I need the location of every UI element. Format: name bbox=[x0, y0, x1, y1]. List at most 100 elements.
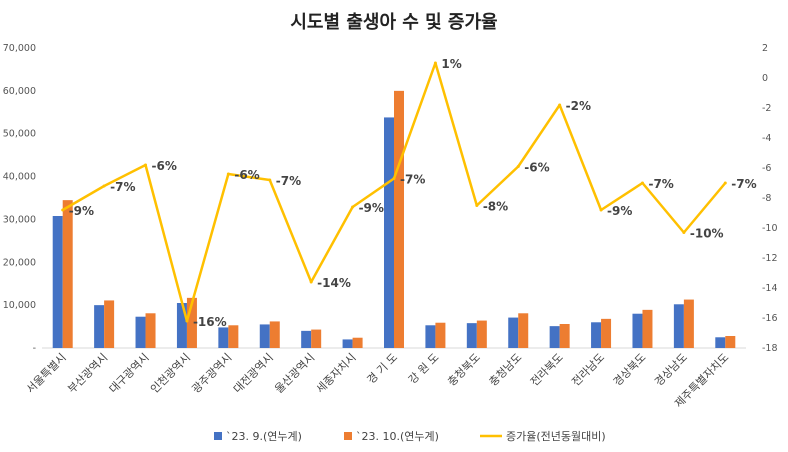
bar-sep bbox=[466, 323, 477, 348]
y-right-tick-label: -18 bbox=[762, 343, 778, 354]
bar-sep bbox=[135, 316, 146, 348]
growth-point bbox=[392, 177, 396, 180]
bar-sep bbox=[301, 330, 312, 348]
bar-oct bbox=[394, 90, 404, 348]
bar-oct bbox=[228, 325, 239, 348]
growth-data-label: -6% bbox=[524, 161, 549, 175]
category-label: 전라북도 bbox=[528, 351, 566, 389]
category-label: 경상남도 bbox=[652, 351, 690, 389]
bar-sep bbox=[508, 317, 519, 348]
legend-swatch bbox=[214, 432, 222, 440]
bar-oct bbox=[352, 337, 363, 348]
bar-sep bbox=[384, 117, 394, 348]
y-left-tick-label: 20,000 bbox=[3, 257, 36, 268]
bar-oct bbox=[186, 297, 197, 348]
bar-sep bbox=[342, 339, 353, 348]
y-left-tick-label: 30,000 bbox=[3, 214, 36, 225]
category-label: 대전광역시 bbox=[231, 351, 276, 396]
y-right-tick-label: -4 bbox=[762, 133, 771, 144]
axes: - 10,000 20,000 30,000 40,000 50,000 60,000 70,… bbox=[3, 43, 778, 354]
bar-sep bbox=[52, 216, 63, 348]
growth-data-label: -16% bbox=[193, 315, 227, 329]
data-labels: -9% -7% -6% -16% -6% -7% -14% -9% -7% 1% -8% -6% -2%… bbox=[69, 57, 757, 329]
bars bbox=[52, 90, 736, 348]
y-right-tick-label: -10 bbox=[762, 223, 778, 234]
y-right-tick-label: -2 bbox=[762, 103, 771, 114]
bar-sep bbox=[673, 304, 684, 348]
growth-point bbox=[640, 181, 644, 185]
y-left-tick-label: - bbox=[33, 343, 36, 354]
bar-sep bbox=[632, 313, 643, 348]
bar-sep bbox=[176, 303, 187, 348]
category-labels: 서울특별시부산광역시대구광역시인천광역시광주광역시대전광역시울산광역시세종자치시… bbox=[24, 350, 732, 410]
bar-sep bbox=[94, 305, 105, 348]
growth-data-label: -7% bbox=[400, 173, 425, 187]
category-label: 서울특별시 bbox=[24, 351, 69, 396]
growth-data-label: -9% bbox=[607, 204, 632, 218]
category-label: 전라남도 bbox=[569, 351, 607, 389]
bar-oct bbox=[62, 200, 73, 348]
bar-oct bbox=[559, 324, 570, 348]
growth-point bbox=[102, 184, 106, 188]
y-right-tick-label: 2 bbox=[762, 43, 768, 54]
y-left-tick-label: 10,000 bbox=[3, 300, 36, 311]
bar-sep bbox=[549, 326, 560, 348]
chart-title: 시도별 출생아 수 및 증가율 bbox=[290, 12, 497, 33]
growth-data-label: -10% bbox=[690, 227, 724, 241]
y-left-tick-label: 40,000 bbox=[3, 172, 36, 183]
category-label: 충청남도 bbox=[487, 351, 525, 389]
growth-point bbox=[351, 205, 355, 209]
category-label: 울산광역시 bbox=[272, 351, 317, 396]
growth-data-label: -8% bbox=[483, 200, 508, 214]
growth-point bbox=[268, 178, 272, 182]
growth-data-label: -2% bbox=[566, 99, 591, 113]
bar-sep bbox=[715, 337, 726, 348]
growth-data-label: -7% bbox=[731, 177, 756, 191]
category-label: 강 원 도 bbox=[406, 351, 442, 387]
bar-oct bbox=[601, 318, 612, 348]
bar-sep bbox=[591, 322, 602, 348]
bar-sep bbox=[259, 324, 270, 348]
y-right-tick-label: -6 bbox=[762, 163, 771, 174]
legend-label: `23. 10.(연누계) bbox=[356, 430, 439, 443]
growth-point bbox=[723, 181, 727, 185]
legend: `23. 9.(연누계) `23. 10.(연누계) 증가율(전년동월대비) bbox=[214, 430, 606, 443]
growth-point bbox=[682, 231, 686, 234]
bar-oct bbox=[311, 329, 322, 348]
growth-data-label: -7% bbox=[110, 180, 135, 194]
growth-point bbox=[309, 280, 313, 284]
growth-data-label: 1% bbox=[441, 57, 461, 71]
y-left-tick-label: 50,000 bbox=[3, 129, 36, 140]
y-left-tick-label: 60,000 bbox=[3, 86, 36, 97]
growth-data-label: -9% bbox=[69, 204, 94, 218]
bar-oct bbox=[269, 321, 280, 348]
growth-data-label: -6% bbox=[152, 159, 177, 173]
growth-point bbox=[558, 103, 562, 107]
category-label: 광주광역시 bbox=[189, 351, 234, 396]
growth-data-label: -9% bbox=[359, 201, 384, 215]
bar-oct bbox=[725, 336, 736, 348]
bar-oct bbox=[683, 299, 694, 348]
bar-oct bbox=[104, 300, 115, 348]
growth-point bbox=[599, 208, 603, 212]
category-label: 세종자치시 bbox=[314, 351, 359, 396]
growth-point bbox=[433, 61, 437, 65]
growth-point bbox=[185, 319, 189, 323]
growth-data-label: -6% bbox=[234, 168, 259, 182]
growth-data-label: -7% bbox=[276, 174, 301, 188]
bar-oct bbox=[642, 309, 653, 348]
legend-label: 증가율(전년동월대비) bbox=[506, 430, 606, 443]
growth-line bbox=[61, 61, 727, 323]
legend-label: `23. 9.(연누계) bbox=[226, 430, 302, 443]
legend-swatch bbox=[344, 432, 352, 440]
y-left-tick-label: 70,000 bbox=[3, 43, 36, 54]
bar-sep bbox=[218, 327, 229, 348]
growth-data-label: -14% bbox=[317, 276, 351, 290]
growth-point bbox=[516, 165, 520, 168]
category-label: 부산광역시 bbox=[65, 351, 110, 396]
category-label: 경상북도 bbox=[611, 351, 649, 389]
bar-oct bbox=[476, 320, 487, 348]
bar-oct bbox=[435, 322, 446, 348]
y-right-tick-label: -16 bbox=[762, 313, 778, 324]
